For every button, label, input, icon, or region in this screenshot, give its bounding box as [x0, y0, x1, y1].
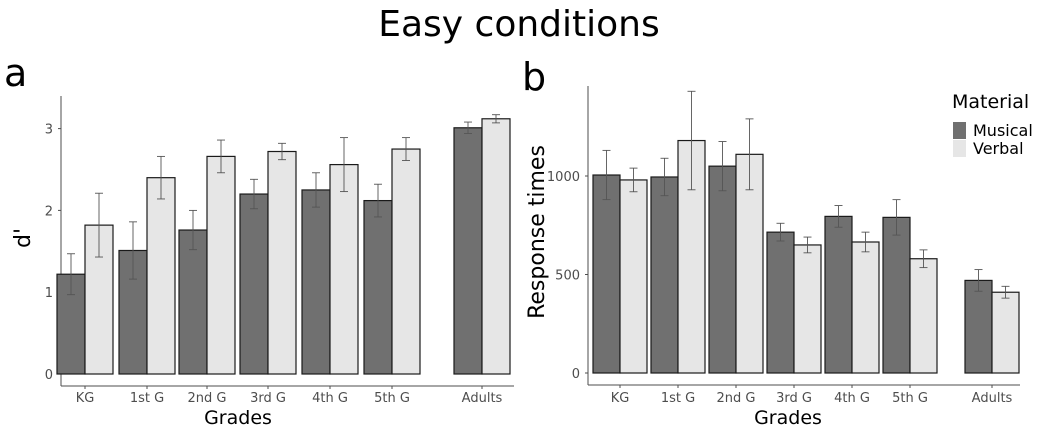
panel-a-bar-verbal-4 — [329, 163, 359, 375]
panel-b-x-tick-label: Adults — [972, 391, 1013, 406]
panel-b-bar-musical-2 — [708, 165, 737, 374]
panel-a-error-bar-musical-2 — [189, 209, 197, 251]
panel-b-x-tick-label: 5th G — [892, 391, 928, 406]
panel-b-error-bar-musical-6 — [974, 269, 983, 292]
panel-a-error-bar-verbal-1 — [157, 155, 165, 200]
panel-a-error-bar-verbal-0 — [95, 192, 103, 258]
legend-swatch-verbal — [953, 140, 966, 157]
panel-a-error-bar-verbal-3 — [278, 142, 286, 161]
panel-b-bar-verbal-4 — [851, 241, 880, 374]
panel-b-bar-verbal-6 — [991, 291, 1020, 374]
panel-a-y-tick-label: 1 — [45, 286, 53, 301]
panel-b-error-bar-verbal-1 — [687, 90, 696, 191]
panel-a-y-axis-title: d' — [11, 228, 36, 248]
panel-a-bar-verbal-1 — [146, 177, 176, 375]
panel-a-error-bar-verbal-5 — [402, 137, 410, 161]
panel-b-error-bar-verbal-0 — [629, 167, 638, 193]
legend: Material Musical Verbal — [952, 91, 1033, 158]
panel-a-error-bar-musical-0 — [67, 253, 75, 296]
panel-a-bar-musical-5 — [363, 199, 393, 375]
panel-a-error-bar-musical-1 — [129, 221, 137, 280]
legend-swatch-musical — [953, 122, 966, 139]
panel-a-bar-musical-4 — [301, 189, 331, 375]
panel-b-x-tick-label: 1st G — [661, 391, 695, 406]
panel-a-x-tick-label: 3rd G — [250, 391, 286, 406]
panel-b-bar-verbal-0 — [619, 179, 648, 374]
panel-b-y-tick-label: 1000 — [547, 170, 580, 185]
panel-b-bar-verbal-5 — [909, 258, 938, 374]
panel-a-y-tick-label: 0 — [45, 368, 53, 383]
panel-a-y-tick-label: 2 — [45, 204, 53, 219]
panel-b: b 0 500 1000 KG 1st G 2nd G 3rd G 4th G 5th G Adu… — [522, 55, 1033, 428]
panel-b-error-bar-verbal-6 — [1001, 285, 1010, 299]
panel-a-error-bar-verbal-2 — [217, 139, 225, 174]
panel-a-x-tick-label: 4th G — [312, 391, 348, 406]
panel-a-bar-verbal-6 — [481, 118, 511, 375]
legend-label-musical: Musical — [973, 121, 1033, 140]
panel-b-error-bar-verbal-3 — [803, 236, 812, 254]
panel-b-error-bar-verbal-5 — [919, 249, 928, 269]
panel-a-error-bar-musical-3 — [250, 178, 258, 210]
panel-a-x-tick-label: 2nd G — [188, 391, 227, 406]
panel-b-bar-musical-0 — [592, 174, 621, 374]
panel-a-error-bar-musical-5 — [374, 183, 382, 218]
panel-b-bar-musical-3 — [766, 231, 795, 374]
panel-b-bar-musical-6 — [964, 279, 993, 374]
panel-b-x-tick-label: KG — [611, 391, 630, 406]
legend-title: Material — [952, 91, 1029, 113]
panel-b-error-bar-verbal-2 — [745, 118, 754, 191]
panel-a-x-tick-label: 1st G — [130, 391, 164, 406]
panel-b-bar-musical-4 — [824, 215, 853, 374]
panel-b-x-tick-label: 4th G — [834, 391, 870, 406]
panel-b-error-bar-verbal-4 — [861, 231, 870, 253]
panel-b-error-bar-musical-3 — [776, 222, 785, 242]
panel-b-error-bar-musical-1 — [660, 157, 669, 197]
panel-b-y-axis-title: Response times — [525, 145, 550, 319]
panel-b-error-bar-musical-4 — [834, 205, 843, 228]
panel-b-x-tick-label: 3rd G — [776, 391, 812, 406]
panel-a-x-tick-label: 5th G — [374, 391, 410, 406]
panel-b-y-tick-label: 500 — [555, 269, 580, 284]
panel-a-error-bar-verbal-6 — [492, 114, 500, 124]
panel-a-bar-verbal-2 — [206, 155, 236, 375]
panel-a-bar-musical-3 — [239, 193, 269, 375]
panel-b-error-bar-musical-2 — [718, 141, 727, 192]
panel-b-letter: b — [522, 55, 546, 99]
panel-a-error-bar-verbal-4 — [340, 137, 348, 193]
panel-b-bar-musical-1 — [650, 176, 679, 374]
panel-a-error-bar-musical-6 — [464, 121, 472, 134]
panel-b-error-bar-musical-0 — [602, 149, 611, 201]
panel-a-x-tick-label: KG — [76, 391, 95, 406]
panel-a-bar-verbal-3 — [267, 150, 297, 375]
panel-a-bar-musical-2 — [178, 229, 208, 375]
panel-b-x-tick-label: 2nd G — [717, 391, 756, 406]
legend-label-verbal: Verbal — [973, 139, 1024, 158]
panel-a-bar-musical-6 — [453, 127, 483, 375]
panel-b-bar-musical-5 — [882, 216, 911, 374]
panel-a-x-tick-label: Adults — [462, 391, 503, 406]
figure-title: Easy conditions — [378, 4, 660, 45]
panel-a-error-bar-musical-4 — [312, 172, 320, 208]
panel-a-y-tick-label: 3 — [45, 123, 53, 138]
panel-b-y-tick-label: 0 — [572, 367, 580, 382]
panel-b-bar-verbal-3 — [793, 244, 822, 374]
panel-b-error-bar-musical-5 — [892, 199, 901, 236]
panel-a-bar-verbal-5 — [391, 148, 421, 375]
panel-a-x-axis-title: Grades — [204, 407, 272, 428]
panel-a-letter: a — [4, 51, 27, 95]
panel-b-x-axis-title: Grades — [754, 407, 822, 428]
